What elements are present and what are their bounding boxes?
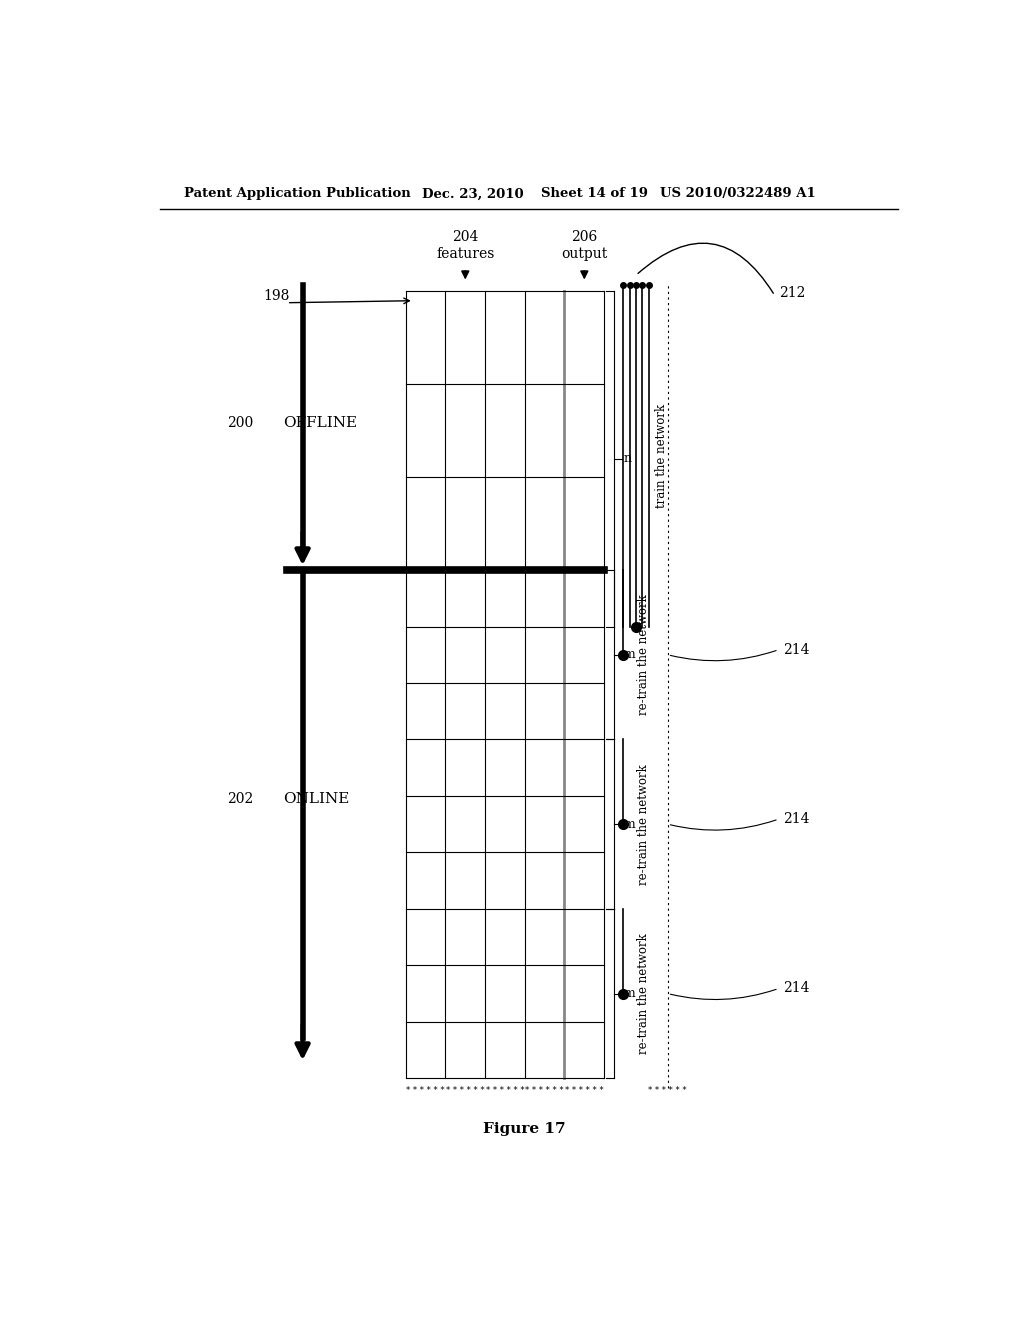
- Text: 198: 198: [263, 289, 290, 302]
- Text: 200: 200: [227, 416, 254, 430]
- Text: * * * * * *: * * * * * *: [485, 1086, 524, 1094]
- Text: features: features: [436, 247, 495, 261]
- Text: * * * * * *: * * * * * *: [525, 1086, 564, 1094]
- Text: m: m: [624, 817, 636, 830]
- Text: m: m: [624, 648, 636, 661]
- Text: Figure 17: Figure 17: [483, 1122, 566, 1137]
- Text: re-train the network: re-train the network: [637, 764, 650, 884]
- Text: ONLINE: ONLINE: [283, 792, 349, 805]
- Text: * * * * * *: * * * * * *: [648, 1086, 687, 1094]
- Text: re-train the network: re-train the network: [637, 933, 650, 1053]
- Text: output: output: [561, 247, 607, 261]
- Text: US 2010/0322489 A1: US 2010/0322489 A1: [659, 187, 815, 201]
- Text: 212: 212: [778, 285, 805, 300]
- Text: Patent Application Publication: Patent Application Publication: [183, 187, 411, 201]
- Text: Dec. 23, 2010: Dec. 23, 2010: [422, 187, 523, 201]
- Text: * * * * * *: * * * * * *: [446, 1086, 484, 1094]
- Text: 202: 202: [227, 792, 254, 805]
- Text: m: m: [624, 987, 636, 1001]
- Text: 214: 214: [782, 812, 809, 826]
- Text: 214: 214: [782, 643, 809, 656]
- Text: * * * * * *: * * * * * *: [407, 1086, 444, 1094]
- Text: * * * * * *: * * * * * *: [565, 1086, 603, 1094]
- Text: 206: 206: [571, 230, 597, 244]
- Text: 214: 214: [782, 982, 809, 995]
- Text: Sheet 14 of 19: Sheet 14 of 19: [541, 187, 647, 201]
- Text: train the network: train the network: [654, 404, 668, 508]
- Text: re-train the network: re-train the network: [637, 594, 650, 715]
- Text: n: n: [624, 451, 632, 465]
- Text: 204: 204: [452, 230, 478, 244]
- Text: OFFLINE: OFFLINE: [283, 416, 357, 430]
